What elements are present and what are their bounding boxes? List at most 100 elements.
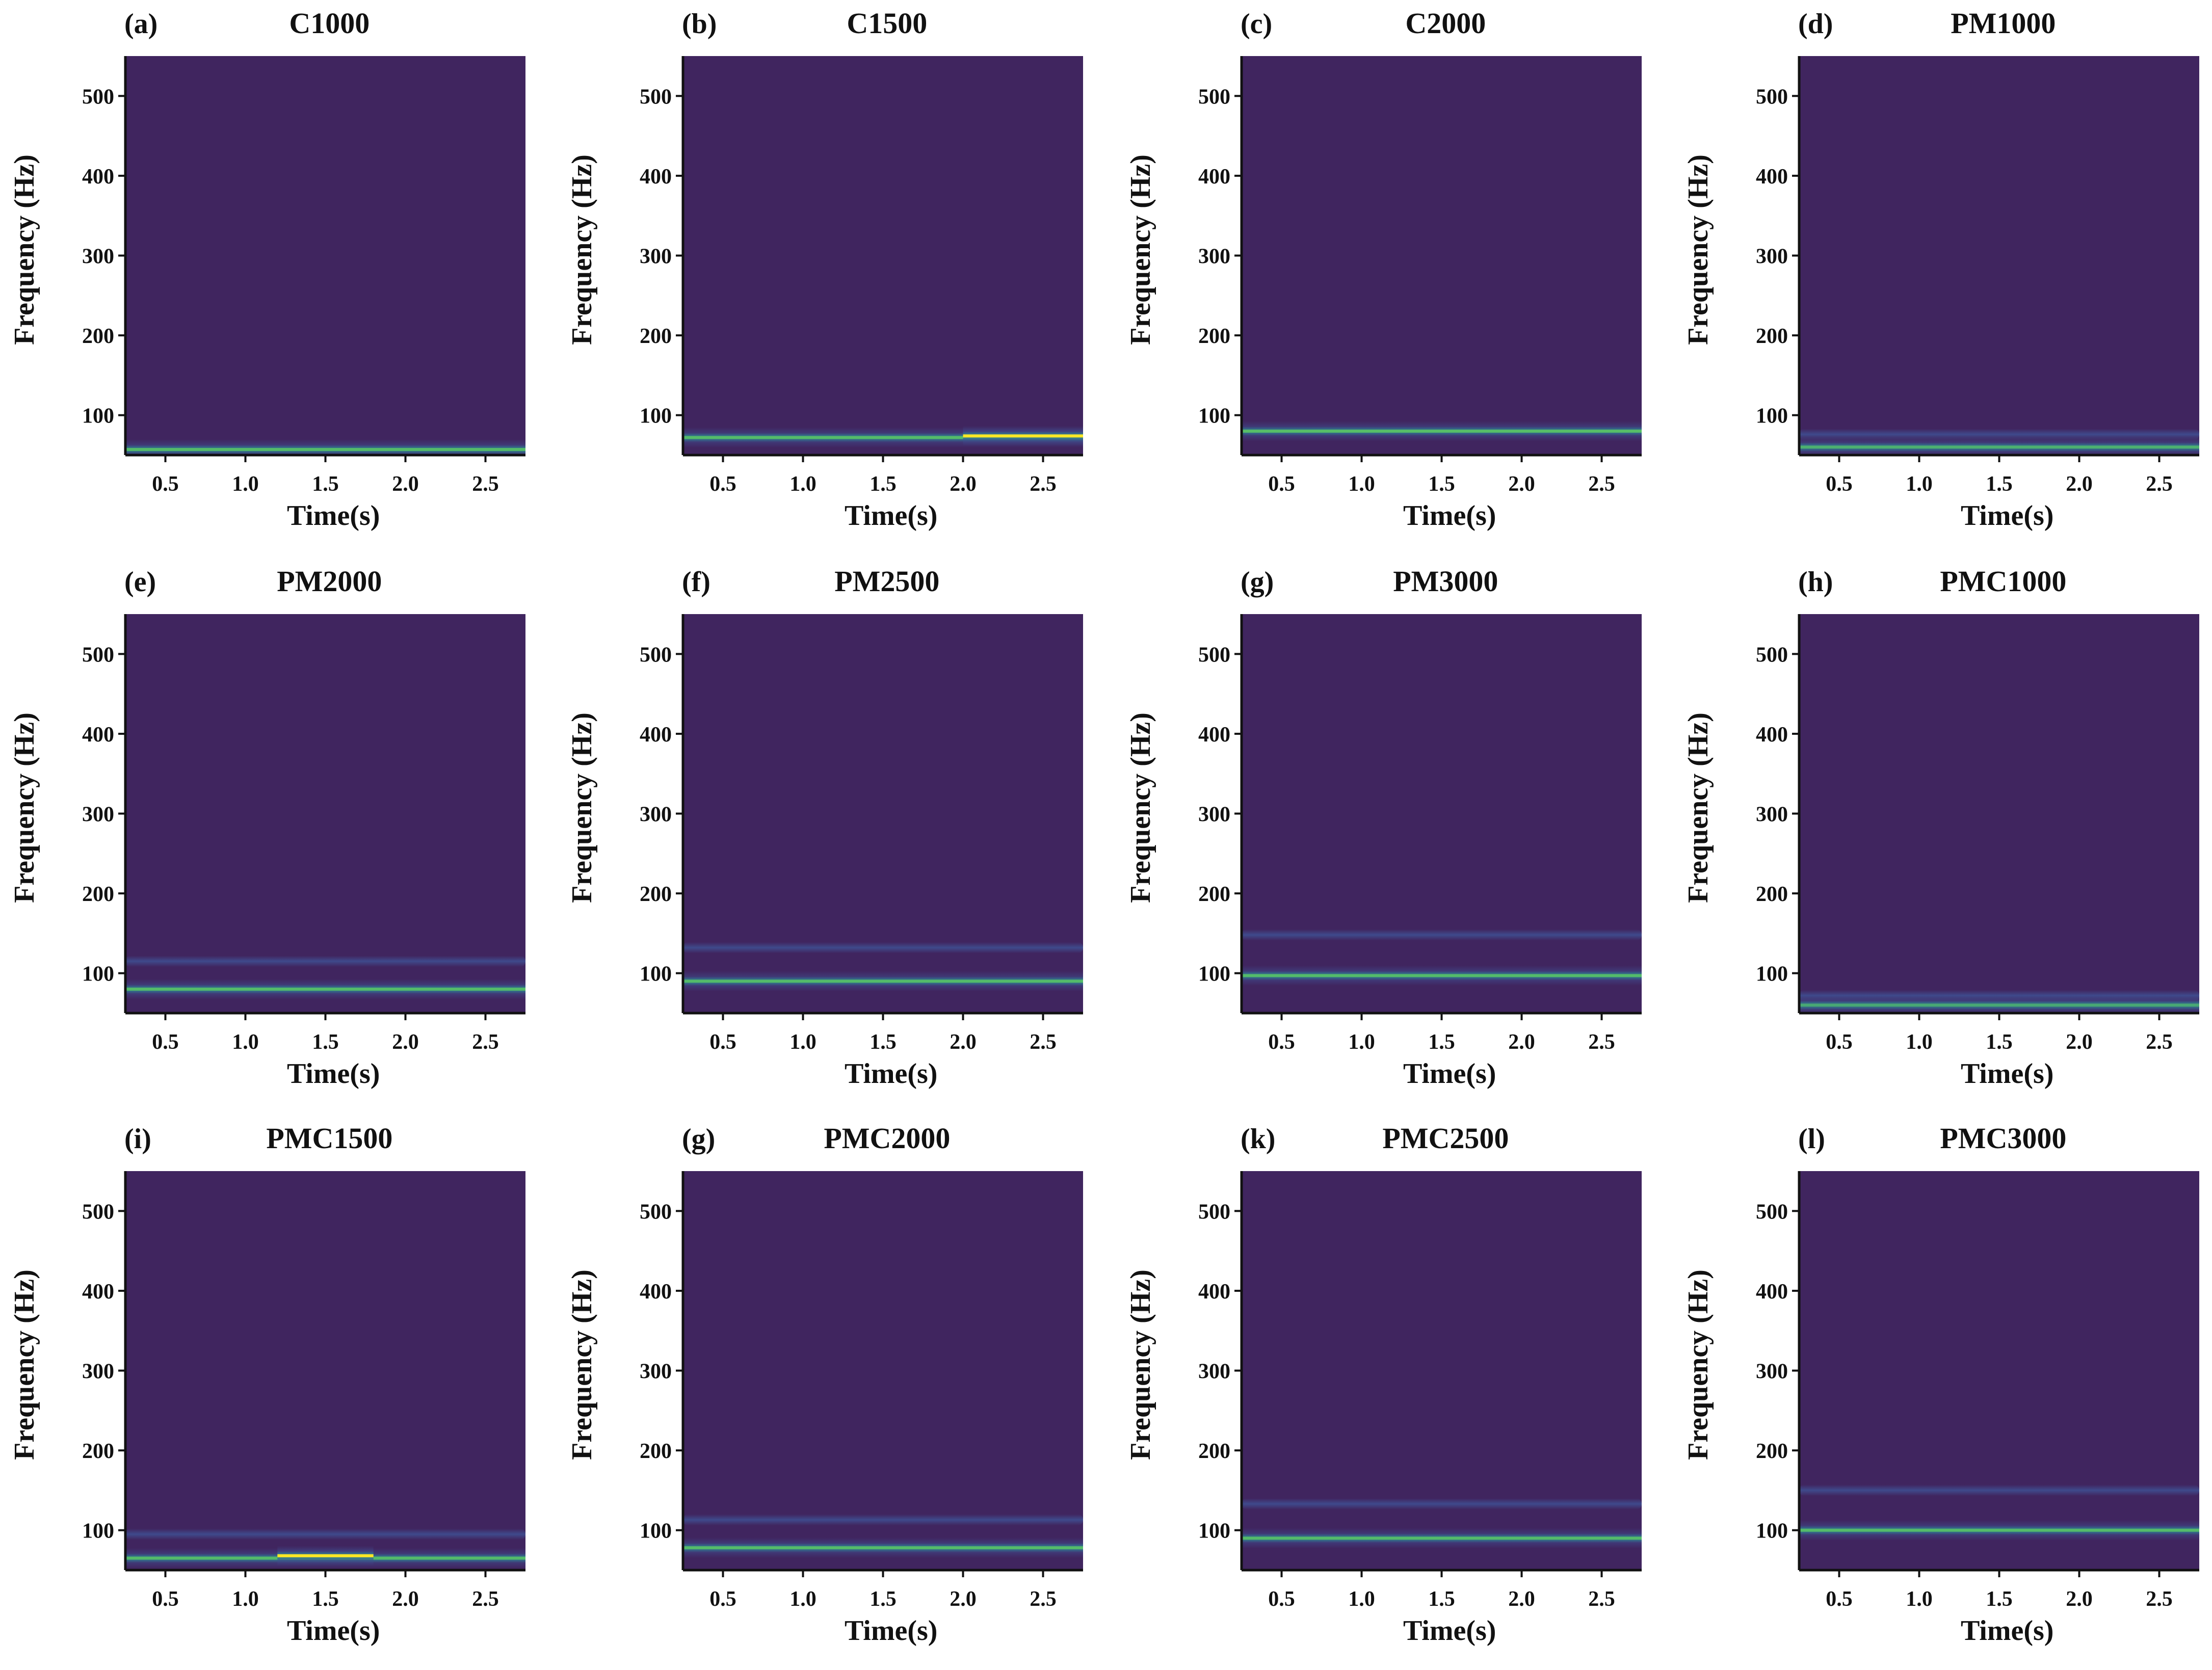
frequency-band-core xyxy=(1799,1528,2199,1532)
x-tick-label: 0.5 xyxy=(1268,472,1295,496)
x-tick-label: 0.5 xyxy=(709,1030,736,1054)
y-tick-label: 300 xyxy=(1198,803,1230,827)
x-tick-label: 1.5 xyxy=(870,472,897,496)
spectrogram-panel: 100 200 300 400 500 0.5 1.0 1.5 2.0 2.5 Time(s) Fre… xyxy=(566,7,1083,532)
y-tick-label: 400 xyxy=(1756,165,1788,189)
y-tick-label: 100 xyxy=(82,1520,114,1543)
y-tick-label: 300 xyxy=(1198,245,1230,269)
plot-area xyxy=(125,56,525,455)
x-tick-label: 2.5 xyxy=(1030,1587,1057,1611)
y-tick-label: 500 xyxy=(1756,643,1788,667)
y-tick-label: 300 xyxy=(82,1360,114,1384)
y-tick-label: 200 xyxy=(82,883,114,906)
spectrogram-panel: 100 200 300 400 500 0.5 1.0 1.5 2.0 2.5 Time(s) Fre… xyxy=(9,565,525,1090)
panel-letter: (c) xyxy=(1241,8,1272,40)
x-tick-label: 2.5 xyxy=(472,472,499,496)
y-tick-label: 400 xyxy=(1198,165,1230,189)
y-tick-label: 300 xyxy=(1756,803,1788,827)
y-tick-label: 500 xyxy=(1198,85,1230,109)
frequency-band xyxy=(125,1528,525,1540)
frequency-band xyxy=(683,942,1083,953)
y-tick-label: 500 xyxy=(640,85,672,109)
panel-letter: (b) xyxy=(682,8,717,40)
spectrogram-panel: 100 200 300 400 500 0.5 1.0 1.5 2.0 2.5 Time(s) Fre… xyxy=(1682,565,2199,1090)
y-tick-label: 400 xyxy=(82,1280,114,1304)
y-tick-label: 500 xyxy=(82,1200,114,1224)
y-tick-label: 100 xyxy=(1198,405,1230,428)
x-tick-label: 2.0 xyxy=(1508,1030,1535,1054)
x-tick-label: 1.0 xyxy=(789,1030,817,1054)
plot-area xyxy=(1242,1171,1642,1570)
x-tick-label: 2.5 xyxy=(2146,472,2173,496)
plot-area xyxy=(125,1171,525,1570)
x-tick-label: 1.5 xyxy=(312,1587,339,1611)
panel-title: PMC2000 xyxy=(824,1122,950,1155)
y-tick-label: 200 xyxy=(1198,1440,1230,1463)
x-tick-label: 2.0 xyxy=(392,1030,419,1054)
x-axis-label: Time(s) xyxy=(845,500,938,532)
y-tick-label: 400 xyxy=(1756,1280,1788,1304)
x-axis-label: Time(s) xyxy=(1403,1615,1496,1647)
panel-title: PM3000 xyxy=(1393,565,1498,598)
frequency-band-core xyxy=(1799,1003,2199,1007)
y-tick-label: 300 xyxy=(82,245,114,269)
y-tick-label: 100 xyxy=(1756,1520,1788,1543)
y-tick-label: 100 xyxy=(640,405,672,428)
x-axis-label: Time(s) xyxy=(287,1615,380,1647)
frequency-band xyxy=(683,1514,1083,1526)
spectrogram-panel: 100 200 300 400 500 0.5 1.0 1.5 2.0 2.5 Time(s) Fre… xyxy=(1682,7,2199,532)
y-tick-label: 200 xyxy=(1756,325,1788,348)
y-tick-label: 400 xyxy=(1198,723,1230,747)
y-tick-label: 200 xyxy=(1756,883,1788,906)
x-tick-label: 2.5 xyxy=(1588,472,1615,496)
panel-title: PMC1500 xyxy=(266,1122,392,1155)
y-axis-label: Frequency (Hz) xyxy=(566,154,598,345)
panel-letter: (i) xyxy=(124,1123,151,1155)
panel-title: PMC2500 xyxy=(1382,1122,1509,1155)
y-tick-label: 500 xyxy=(1756,1200,1788,1224)
frequency-band-core xyxy=(963,434,1083,438)
panel-title: PMC1000 xyxy=(1940,565,2066,598)
x-tick-label: 2.0 xyxy=(2066,1030,2093,1054)
y-tick-label: 200 xyxy=(1198,325,1230,348)
y-tick-label: 300 xyxy=(1756,1360,1788,1384)
x-tick-label: 2.5 xyxy=(2146,1587,2173,1611)
frequency-band-core xyxy=(1799,445,2199,449)
plot-area xyxy=(683,1171,1083,1570)
panel-letter: (d) xyxy=(1798,8,1833,40)
x-tick-label: 0.5 xyxy=(1826,1030,1853,1054)
frequency-band-core xyxy=(683,979,1083,983)
x-tick-label: 1.5 xyxy=(1428,1030,1455,1054)
y-tick-label: 300 xyxy=(1756,245,1788,269)
x-tick-label: 2.5 xyxy=(1030,472,1057,496)
y-axis-label: Frequency (Hz) xyxy=(1682,712,1714,903)
y-axis-label: Frequency (Hz) xyxy=(566,1269,598,1460)
x-tick-label: 2.0 xyxy=(392,472,419,496)
x-tick-label: 2.5 xyxy=(2146,1030,2173,1054)
y-tick-label: 100 xyxy=(1756,963,1788,986)
y-tick-label: 100 xyxy=(1198,1520,1230,1543)
panel-letter: (h) xyxy=(1798,566,1833,598)
spectrogram-panel: 100 200 300 400 500 0.5 1.0 1.5 2.0 2.5 Time(s) Fre… xyxy=(1125,1122,1642,1647)
panel-letter: (g) xyxy=(1241,566,1274,598)
x-tick-label: 0.5 xyxy=(152,472,179,496)
panel-title: PMC3000 xyxy=(1940,1122,2066,1155)
y-tick-label: 100 xyxy=(640,963,672,986)
y-tick-label: 500 xyxy=(1198,643,1230,667)
y-tick-label: 400 xyxy=(1756,723,1788,747)
x-tick-label: 2.0 xyxy=(950,1030,977,1054)
x-tick-label: 0.5 xyxy=(152,1587,179,1611)
spectrogram-panel: 100 200 300 400 500 0.5 1.0 1.5 2.0 2.5 Time(s) Fre… xyxy=(1682,1122,2199,1647)
plot-area xyxy=(1799,56,2199,455)
y-axis-label: Frequency (Hz) xyxy=(1682,154,1714,345)
plot-area xyxy=(1242,614,1642,1013)
y-axis-label: Frequency (Hz) xyxy=(566,712,598,903)
panel-title: PM2500 xyxy=(834,565,939,598)
panel-title: C1000 xyxy=(289,7,370,40)
frequency-band xyxy=(1242,929,1642,941)
y-tick-label: 100 xyxy=(1756,405,1788,428)
x-tick-label: 1.5 xyxy=(1986,472,2013,496)
y-tick-label: 200 xyxy=(640,883,672,906)
x-tick-label: 0.5 xyxy=(1826,472,1853,496)
x-tick-label: 1.0 xyxy=(1348,1030,1375,1054)
